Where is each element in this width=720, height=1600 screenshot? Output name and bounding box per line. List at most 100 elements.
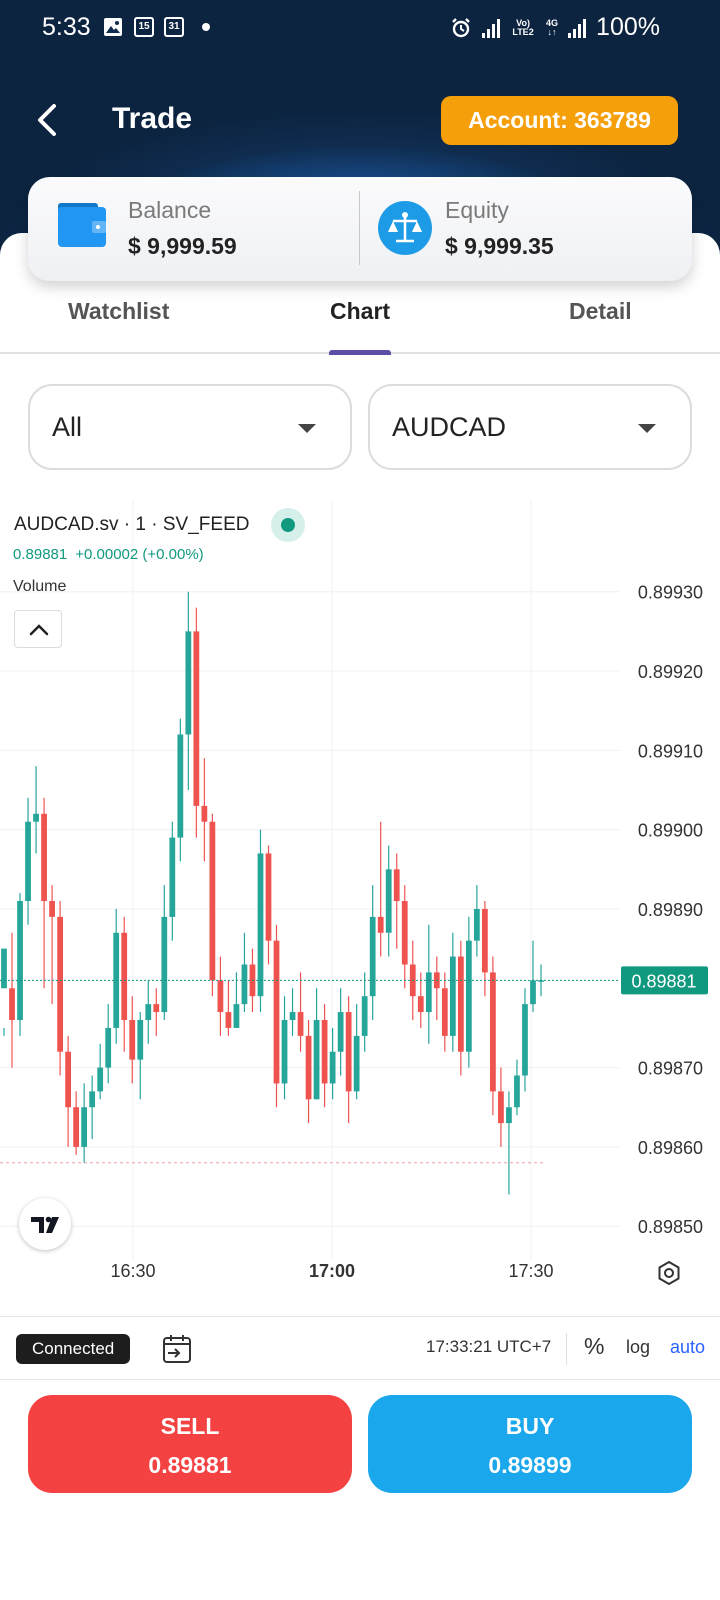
candle-body [89,1091,96,1108]
candle-body [369,916,376,997]
candle-body [538,980,544,982]
candle-body [473,908,480,941]
chart-change: +0.00002 (+0.00%) [75,546,204,563]
status-system-icons: Vo) LTE2 4G ↓↑ 100% [450,13,660,42]
card-divider [359,191,360,265]
candle-body [361,996,368,1036]
current-price-tag [621,966,708,995]
current-price-label: 0.89881 [631,971,696,991]
candle-body [49,901,55,917]
candle-body [145,1004,152,1020]
symbol-select[interactable]: AUDCAD [368,384,692,470]
candle-body [177,734,184,838]
candle-body [530,980,536,1005]
go-to-date-icon[interactable] [161,1333,193,1365]
status-notification-icons: 15 31 [102,16,210,38]
candle-body [345,1012,352,1092]
candle-body [321,1020,328,1084]
candle-body [490,972,496,1092]
alarm-icon [452,17,470,37]
category-select[interactable]: All [28,384,352,470]
calendar-icon: 15 [134,17,154,37]
candle-body [337,1012,344,1052]
candle-body [265,853,272,941]
toolbar-separator [566,1333,567,1365]
y-tick-label: 0.89920 [638,662,703,682]
candle-body [137,1020,144,1060]
category-select-value: All [52,412,83,442]
x-tick-label: 17:30 [508,1261,553,1281]
candle-body [73,1107,80,1147]
y-tick-label: 0.89930 [638,583,703,603]
chart-settings-icon[interactable] [656,1260,682,1286]
candlestick-chart[interactable]: 0.89930 0.89920 0.89910 0.89900 0.89890 0.898… [0,500,720,1320]
candle-body [514,1075,520,1108]
candle-body [129,1020,136,1060]
candle-body [393,869,400,902]
candle-body [57,916,63,1052]
gallery-icon [104,18,122,36]
balance-card: Balance $ 9,999.59 Equity $ 9,999.35 [28,177,692,281]
candle-body [161,916,168,1013]
back-button[interactable] [30,100,70,140]
y-tick-label: 0.89890 [638,900,703,920]
battery-percent: 100% [596,13,660,41]
account-button[interactable]: Account: 363789 [441,96,678,145]
chevron-left-icon [38,104,56,136]
candle-body [241,964,248,1005]
candle-body [25,821,31,902]
volte-icon: Vo) LTE2 [512,17,534,37]
chart-clock: 17:33:21 UTC+7 [426,1337,552,1356]
candle-body [506,1107,512,1124]
balance-label: Balance [128,197,212,223]
tab-detail[interactable]: Detail [569,298,632,324]
symbol-select-value: AUDCAD [392,412,507,442]
buy-price: 0.89899 [488,1452,572,1478]
candle-body [417,996,424,1013]
chart-last-price: 0.89881 [13,546,68,563]
equity-scale-icon [378,201,432,255]
chevron-up-icon [29,624,49,636]
candle-body [169,837,176,917]
y-tick-label: 0.89910 [638,741,703,761]
caret-down-icon [638,424,656,433]
tradingview-logo-icon[interactable] [19,1198,71,1250]
log-scale-toggle[interactable]: log [626,1337,651,1357]
calendar-date-icon: 31 [164,17,184,37]
signal-icon-2 [568,18,587,38]
signal-icon-1 [482,18,501,38]
chart-toolbar: Connected 17:33:21 UTC+7 % log auto [0,1316,720,1380]
candle-body [441,988,448,1036]
candle-body [217,980,224,1013]
candle-body [257,853,264,997]
chart-quote-line: 0.89881 +0.00002 (+0.00%) [13,546,212,563]
candle-body [449,956,456,1036]
chart-interval: 1 [135,514,146,535]
candle-body [65,1051,72,1108]
candle-body [1,948,7,989]
candle-body [105,1027,112,1068]
collapse-legend-button[interactable] [14,610,62,648]
tab-chart[interactable]: Chart [330,298,391,324]
buy-button[interactable]: BUY 0.89899 [368,1395,692,1493]
candle-body [209,821,216,981]
sell-button[interactable]: SELL 0.89881 [28,1395,352,1493]
candle-body [201,805,208,822]
percent-scale-toggle[interactable]: % [584,1333,605,1359]
connection-status-badge: Connected [16,1334,131,1364]
page-title: Trade [112,102,193,135]
chart-feed: SV_FEED [162,514,250,535]
candle-body [425,972,432,1013]
tab-watchlist[interactable]: Watchlist [68,298,170,324]
candle-body [185,631,192,735]
equity-label: Equity [445,197,509,223]
candle-body [401,901,408,965]
candle-body [385,869,392,933]
auto-scale-toggle[interactable]: auto [670,1337,706,1357]
candle-body [17,901,23,1020]
candle-body [297,1012,304,1036]
price-chart[interactable]: 0.89930 0.89920 0.89910 0.89900 0.89890 0.898… [0,500,720,1320]
candle-body [522,1004,528,1076]
candle-body [305,1035,312,1100]
candle-body [193,631,200,806]
